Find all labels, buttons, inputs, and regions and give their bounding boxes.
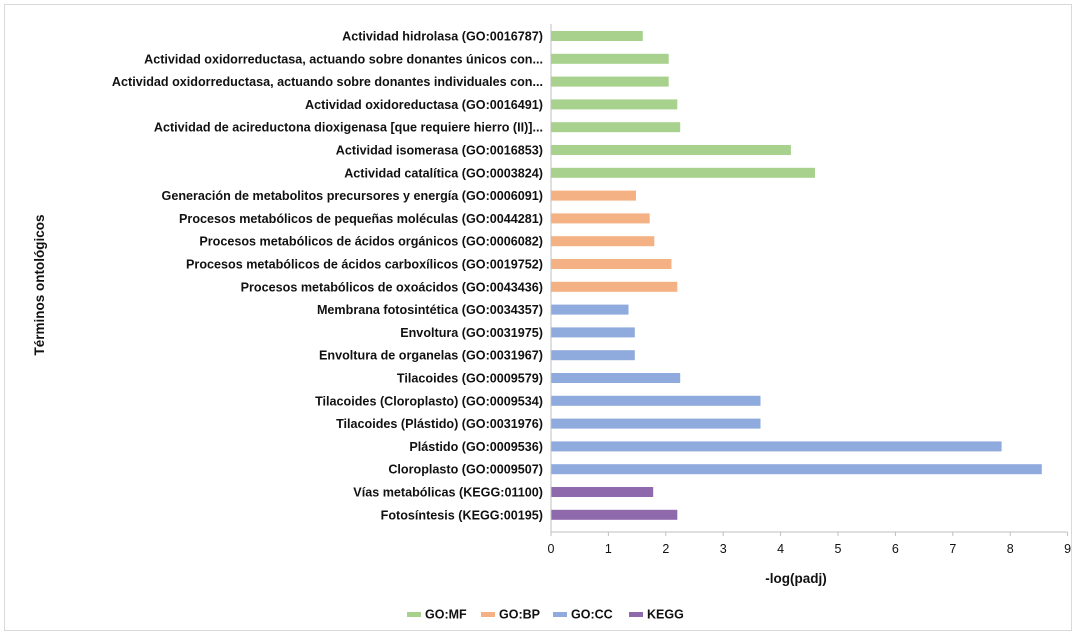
category-labels: Actividad hidrolasa (GO:0016787) Activida… xyxy=(112,30,543,523)
legend-label: KEGG xyxy=(647,608,684,622)
category-label: Tilacoides (GO:0009579) xyxy=(397,372,543,386)
bar xyxy=(551,487,654,497)
bar xyxy=(551,464,1042,475)
x-tick-label: 8 xyxy=(1007,542,1014,556)
y-axis-title: Términos ontológicos xyxy=(32,214,47,355)
bar xyxy=(551,167,815,178)
bar xyxy=(551,259,672,269)
legend-swatch xyxy=(553,612,567,617)
legend-swatch xyxy=(629,612,643,617)
legend-label: GO:MF xyxy=(425,608,467,622)
bar xyxy=(551,213,650,224)
x-tick-label: 9 xyxy=(1064,542,1071,556)
category-label: Envoltura (GO:0031975) xyxy=(400,326,543,340)
legend: GO:MF GO:BP GO:CC KEGG xyxy=(407,608,684,622)
bars-layer xyxy=(551,31,1042,520)
category-label: Vías metabólicas (KEGG:01100) xyxy=(353,486,543,500)
category-label: Cloroplasto (GO:0009507) xyxy=(388,463,543,477)
category-label: Actividad catalítica (GO:0003824) xyxy=(344,166,543,180)
x-tick-label: 7 xyxy=(949,542,956,556)
category-label: Tilacoides (Cloroplasto) (GO:0009534) xyxy=(315,394,543,408)
x-axis-title: -log(padj) xyxy=(765,571,826,586)
legend-swatch xyxy=(407,612,421,617)
x-tick-label: 4 xyxy=(777,542,784,556)
x-tick-label: 1 xyxy=(605,542,612,556)
x-tick-label: 0 xyxy=(548,542,555,556)
x-tick-label: 5 xyxy=(835,542,842,556)
bar xyxy=(551,395,761,406)
category-label: Actividad oxidoreductasa (GO:0016491) xyxy=(305,98,543,112)
x-tick-label: 3 xyxy=(720,542,727,556)
bar xyxy=(551,122,681,133)
bar xyxy=(551,236,655,247)
category-label: Procesos metabólicos de ácidos carboxíli… xyxy=(186,258,543,272)
category-label: Tilacoides (Plástido) (GO:0031976) xyxy=(336,417,543,431)
category-label: Actividad de acireductona dioxigenasa [q… xyxy=(154,121,543,135)
bar xyxy=(551,145,791,155)
bar xyxy=(551,509,678,520)
category-label: Procesos metabólicos de ácidos orgánicos… xyxy=(199,235,543,249)
category-label: Fotosíntesis (KEGG:00195) xyxy=(381,508,543,522)
category-label: Actividad hidrolasa (GO:0016787) xyxy=(342,30,543,44)
category-label: Actividad isomerasa (GO:0016853) xyxy=(336,144,543,158)
bar xyxy=(551,99,678,110)
category-label: Procesos metabólicos de pequeñas molécul… xyxy=(179,212,543,226)
bar xyxy=(551,327,635,338)
bar xyxy=(551,350,635,361)
x-tick-label: 6 xyxy=(892,542,899,556)
bar xyxy=(551,418,761,429)
bar xyxy=(551,190,636,201)
legend-swatch xyxy=(481,612,495,617)
bar xyxy=(551,76,669,87)
bar xyxy=(551,304,629,315)
x-tick-label: 2 xyxy=(662,542,669,556)
chart-frame xyxy=(4,4,1072,631)
bar xyxy=(551,53,669,64)
bar xyxy=(551,281,678,292)
x-axis: 0 1 2 3 4 5 6 7 8 9 xyxy=(548,24,1071,556)
category-label: Actividad oxidorreductasa, actuando sobr… xyxy=(112,75,543,89)
legend-label: GO:CC xyxy=(571,608,613,622)
legend-label: GO:BP xyxy=(499,608,540,622)
category-label: Plástido (GO:0009536) xyxy=(409,440,543,454)
bar xyxy=(551,373,681,383)
category-label: Procesos metabólicos de oxoácidos (GO:00… xyxy=(241,280,543,294)
bar xyxy=(551,441,1002,452)
category-label: Generación de metabolitos precursores y … xyxy=(162,189,543,203)
category-label: Membrana fotosintética (GO:0034357) xyxy=(317,303,543,317)
category-label: Actividad oxidorreductasa, actuando sobr… xyxy=(144,52,543,66)
category-label: Envoltura de organelas (GO:0031967) xyxy=(319,349,543,363)
bar xyxy=(551,31,643,41)
